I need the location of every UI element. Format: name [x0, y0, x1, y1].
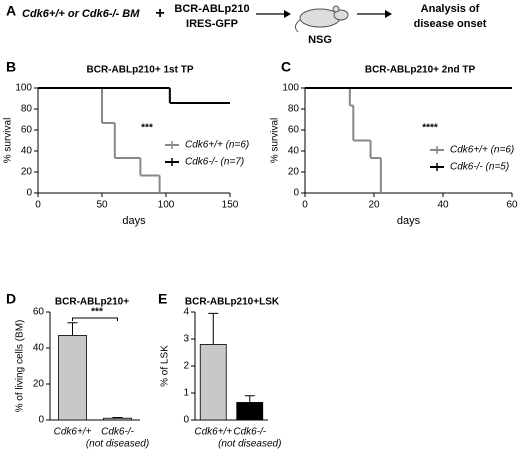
chart-title: BCR-ABLp210+LSK: [185, 297, 280, 308]
panel-label: D: [6, 291, 16, 307]
scheme-readout: Analysis of: [421, 3, 480, 15]
y-axis-label: % survival: [3, 118, 14, 164]
x-tick-label: 20: [368, 200, 380, 211]
y-tick-label: 40: [21, 146, 33, 157]
mouse-icon: [294, 5, 349, 33]
significance-label: ***: [91, 307, 103, 318]
scheme-plus: +: [155, 5, 164, 22]
error-bar: [112, 416, 123, 419]
x-tick-label: 150: [222, 200, 239, 211]
y-axis-label: % survival: [270, 118, 281, 164]
scheme-host: NSG: [308, 34, 332, 46]
y-tick-label: 20: [33, 379, 45, 390]
bar: [236, 402, 264, 421]
x-tick-label: Cdk6+/+: [54, 427, 92, 438]
y-tick-label: 20: [288, 167, 300, 178]
error-bar: [208, 312, 219, 345]
y-tick-label: 4: [183, 307, 189, 318]
error-bar: [67, 322, 78, 336]
scheme-readout: disease onset: [414, 18, 487, 30]
y-tick-label: 40: [33, 343, 45, 354]
bar: [199, 343, 227, 421]
panel-label: B: [6, 59, 16, 75]
x-tick-label: 100: [158, 200, 175, 211]
chart-title: BCR-ABLp210+ 2nd TP: [365, 65, 476, 76]
y-tick-label: 60: [288, 125, 300, 136]
bar: [103, 417, 132, 421]
legend-label: Cdk6-/- (n=5): [450, 162, 509, 173]
panel-label: A: [6, 3, 16, 19]
error-bar: [244, 395, 255, 403]
y-tick-label: 3: [183, 334, 189, 345]
scheme-vector: IRES-GFP: [186, 18, 238, 30]
significance-label: ****: [422, 123, 438, 134]
x-tick-label: 0: [302, 200, 308, 211]
arrow: [256, 10, 291, 18]
y-tick-label: 0: [183, 415, 189, 426]
x-tick-note: (not diseased): [218, 439, 281, 450]
x-tick-label: 60: [506, 200, 518, 211]
y-tick-label: 0: [293, 188, 299, 199]
y-tick-label: 20: [21, 167, 33, 178]
y-tick-label: 80: [288, 104, 300, 115]
scheme-vector: BCR-ABLp210: [174, 3, 249, 15]
y-tick-label: 2: [183, 361, 189, 372]
y-tick-label: 0: [38, 415, 44, 426]
legend-label: Cdk6-/- (n=7): [185, 157, 244, 168]
x-tick-label: Cdk6+/+: [194, 427, 232, 438]
legend-label: Cdk6+/+ (n=6): [450, 145, 514, 156]
y-tick-label: 100: [282, 83, 299, 94]
x-tick-label: 0: [35, 200, 41, 211]
chart-title: BCR-ABLp210+ 1st TP: [87, 65, 194, 76]
y-tick-label: 100: [15, 83, 32, 94]
x-axis-label: days: [122, 215, 146, 227]
x-tick-note: (not diseased): [86, 439, 149, 450]
x-axis-label: days: [397, 215, 421, 227]
y-tick-label: 60: [33, 307, 45, 318]
y-tick-label: 0: [26, 188, 32, 199]
significance-bracket: [72, 317, 118, 321]
panel-label: C: [281, 59, 291, 75]
significance-label: ***: [141, 123, 153, 134]
panel-label: E: [158, 291, 167, 307]
x-tick-label: Cdk6-/-: [233, 427, 266, 438]
scheme-source: Cdk6+/+ or Cdk6-/- BM: [22, 8, 140, 20]
x-tick-label: 40: [437, 200, 449, 211]
x-tick-label: Cdk6-/-: [101, 427, 134, 438]
y-tick-label: 60: [21, 125, 33, 136]
bar: [58, 334, 87, 421]
chart-title: BCR-ABLp210+: [55, 297, 129, 308]
y-tick-label: 40: [288, 146, 300, 157]
y-axis-label: % of LSK: [160, 345, 171, 387]
y-tick-label: 1: [183, 388, 189, 399]
y-tick-label: 80: [21, 104, 33, 115]
x-tick-label: 50: [96, 200, 108, 211]
legend-label: Cdk6+/+ (n=6): [185, 140, 249, 151]
y-axis-label: % of living cells (BM): [15, 320, 26, 413]
arrow: [357, 10, 392, 18]
